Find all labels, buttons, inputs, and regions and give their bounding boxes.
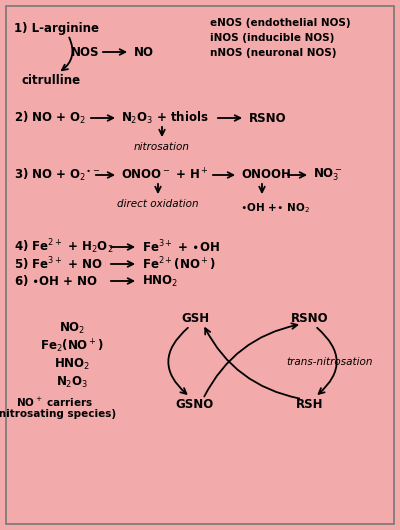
Text: ONOO$^-$ + H$^+$: ONOO$^-$ + H$^+$ (121, 167, 209, 183)
Text: HNO$_2$: HNO$_2$ (54, 357, 90, 372)
FancyArrowPatch shape (62, 38, 72, 70)
Text: direct oxidation: direct oxidation (117, 199, 199, 209)
Text: 3) NO + O$_2$$^{\bullet -}$: 3) NO + O$_2$$^{\bullet -}$ (14, 167, 100, 183)
Text: HNO$_2$: HNO$_2$ (142, 273, 178, 288)
Text: NO: NO (134, 46, 154, 58)
Text: RSH: RSH (296, 399, 324, 411)
Text: NO$_2$: NO$_2$ (59, 321, 85, 335)
Text: N$_2$O$_3$ + thiols: N$_2$O$_3$ + thiols (121, 110, 209, 126)
Text: GSH: GSH (181, 312, 209, 324)
Text: iNOS (inducible NOS): iNOS (inducible NOS) (210, 33, 334, 43)
Text: NOS: NOS (71, 46, 99, 58)
FancyArrowPatch shape (204, 323, 297, 396)
Text: 1) L-arginine: 1) L-arginine (14, 22, 99, 35)
FancyArrowPatch shape (205, 328, 299, 399)
Text: nitrosation: nitrosation (134, 142, 190, 152)
Text: Fe$^{2+}$(NO$^+$): Fe$^{2+}$(NO$^+$) (142, 255, 216, 273)
Text: 2) NO + O$_2$: 2) NO + O$_2$ (14, 110, 86, 126)
Text: Fe$^{3+}$ + $\bullet$OH: Fe$^{3+}$ + $\bullet$OH (142, 238, 220, 255)
Text: ONOOH: ONOOH (241, 169, 291, 181)
FancyArrowPatch shape (168, 328, 188, 394)
Text: 6) $\bullet$OH + NO: 6) $\bullet$OH + NO (14, 273, 98, 288)
Text: citrulline: citrulline (22, 74, 81, 86)
Text: nNOS (neuronal NOS): nNOS (neuronal NOS) (210, 48, 336, 58)
Text: eNOS (endothelial NOS): eNOS (endothelial NOS) (210, 18, 351, 28)
Text: GSNO: GSNO (176, 399, 214, 411)
Text: NO$^+$ carriers: NO$^+$ carriers (16, 395, 94, 409)
Text: RSNO: RSNO (249, 111, 287, 125)
Text: $\bullet$OH +$\bullet$ NO$_2$: $\bullet$OH +$\bullet$ NO$_2$ (240, 201, 310, 215)
Text: (nitrosating species): (nitrosating species) (0, 409, 116, 419)
Text: 4) Fe$^{2+}$ + H$_2$O$_2$: 4) Fe$^{2+}$ + H$_2$O$_2$ (14, 237, 114, 257)
Text: Fe$_2$(NO$^+$): Fe$_2$(NO$^+$) (40, 337, 104, 355)
Text: 5) Fe$^{3+}$ + NO: 5) Fe$^{3+}$ + NO (14, 255, 103, 273)
Text: N$_2$O$_3$: N$_2$O$_3$ (56, 375, 88, 390)
Text: NO$_3^-$: NO$_3^-$ (313, 167, 342, 183)
Text: trans-nitrosation: trans-nitrosation (287, 357, 373, 367)
Text: RSNO: RSNO (291, 312, 329, 324)
FancyArrowPatch shape (317, 328, 337, 394)
